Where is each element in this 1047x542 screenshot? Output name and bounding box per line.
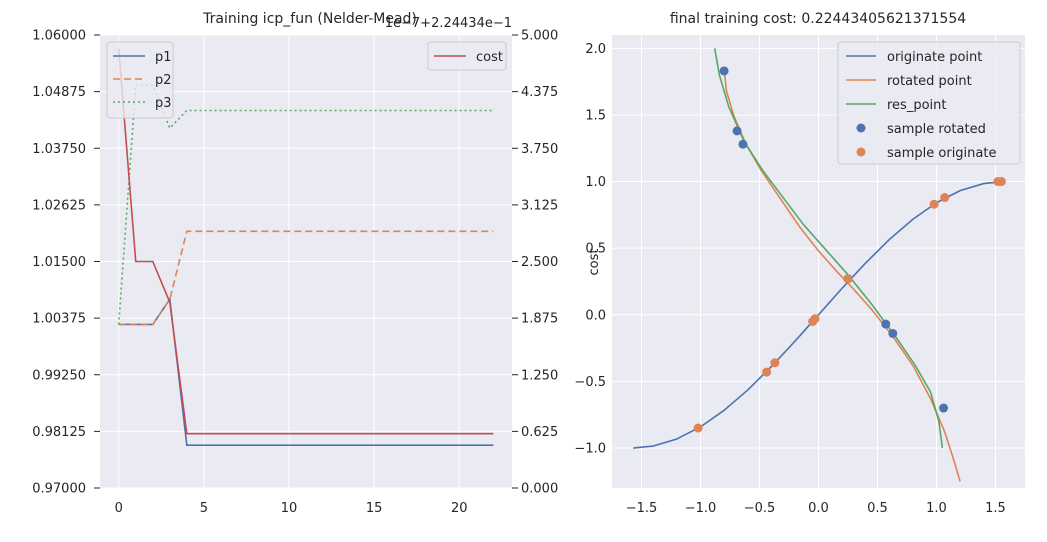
series-line-p3 xyxy=(117,84,494,325)
right-y-tick-labels: −1.0 −0.5 0.0 0.5 1.0 1.5 2.0 xyxy=(574,42,606,457)
right-x-tick-label: 1.5 xyxy=(985,501,1006,516)
left-y-tick-label: 1.02625 xyxy=(32,198,86,213)
right-y-tick-label: 0.5 xyxy=(585,242,606,257)
legend-swatch-sample-originate xyxy=(856,147,866,157)
right-legend-box xyxy=(837,41,1021,165)
right-series xyxy=(633,48,1006,482)
left-y-tick-label: 1.06000 xyxy=(32,29,86,44)
left-y-tick-label: 1.00375 xyxy=(32,312,86,327)
left-y2-tick-label: 0.000 xyxy=(521,482,558,497)
left-y-tick-label: 1.03750 xyxy=(32,142,86,157)
series-line-res-point xyxy=(713,48,944,449)
left-x-tick-label: 20 xyxy=(451,501,468,516)
left-y-tick-label: 1.04875 xyxy=(32,85,86,100)
scatter-point-sample-rotated xyxy=(881,319,891,329)
series-line-cost xyxy=(117,48,494,435)
left-y2-tick-label: 2.500 xyxy=(521,255,558,270)
legend-swatch-sample-rotated xyxy=(856,123,866,133)
legend-label-p2: p2 xyxy=(155,73,172,88)
left-y2-tick-label: 1.250 xyxy=(521,368,558,383)
right-y-tick-label: −1.0 xyxy=(574,442,606,457)
scatter-point-sample-originate xyxy=(762,367,772,377)
scatter-point-sample-rotated xyxy=(738,139,748,149)
legend-label-sample-originate: sample originate xyxy=(887,146,996,161)
left-y-tick-label: 0.99250 xyxy=(32,368,86,383)
legend-label-p3: p3 xyxy=(155,96,172,111)
left-y2-tick-label: 3.125 xyxy=(521,198,558,213)
left-y-tick-labels: 0.97000 0.98125 0.99250 1.00375 1.01500 1.026… xyxy=(32,29,100,497)
left-x-tick-label: 15 xyxy=(366,501,383,516)
left-offset-text: 1e−7+2.24434e−1 xyxy=(385,16,512,31)
left-x-tick-label: 0 xyxy=(115,501,123,516)
left-y2-tick-label: 4.375 xyxy=(521,85,558,100)
right-x-tick-label: −1.5 xyxy=(626,501,658,516)
right-chart: −1.0 −0.5 0.0 0.5 1.0 1.5 2.0 −1.5 −1.0 −0.5 0.0 0… xyxy=(574,11,1025,516)
right-y-tick-label: 2.0 xyxy=(585,42,606,57)
scatter-point-sample-originate xyxy=(693,423,703,433)
scatter-point-sample-originate xyxy=(843,274,853,284)
scatter-point-sample-originate xyxy=(770,358,780,368)
right-x-tick-labels: −1.5 −1.0 −0.5 0.0 0.5 1.0 1.5 xyxy=(626,501,1006,516)
left-cost-legend-box xyxy=(427,41,507,71)
scatter-point-sample-rotated xyxy=(939,403,949,413)
scatter-point-sample-rotated xyxy=(732,126,742,136)
right-y-tick-label: −0.5 xyxy=(574,375,606,390)
series-line-p2 xyxy=(118,230,494,326)
right-y-tick-label: 0.0 xyxy=(585,308,606,323)
scatter-point-sample-originate xyxy=(996,177,1006,187)
scatter-point-sample-rotated xyxy=(888,328,898,338)
legend-label-rotated-point: rotated point xyxy=(887,74,972,89)
scatter-point-sample-originate xyxy=(810,314,820,324)
right-x-tick-label: −0.5 xyxy=(744,501,776,516)
left-y-tick-label: 0.97000 xyxy=(32,482,86,497)
left-y2-axis-label: cost xyxy=(587,249,602,276)
left-chart: 0.97000 0.98125 0.99250 1.00375 1.01500 1.026… xyxy=(32,11,602,516)
left-y2-tick-labels: 0.000 0.625 1.250 1.875 2.500 3.125 3.750 4.375… xyxy=(512,29,558,497)
series-line-p1 xyxy=(118,297,494,447)
left-y2-tick-label: 5.000 xyxy=(521,29,558,44)
left-y2-tick-label: 1.875 xyxy=(521,312,558,327)
scatter-point-sample-originate xyxy=(940,193,950,203)
left-y2-tick-label: 3.750 xyxy=(521,142,558,157)
left-y2-tick-label: 0.625 xyxy=(521,425,558,440)
right-legend: originate point rotated point res_pointsam… xyxy=(837,41,1021,165)
scatter-point-sample-rotated xyxy=(719,66,729,76)
right-x-tick-label: 0.0 xyxy=(808,501,829,516)
left-chart-title: Training icp_fun (Nelder-Mead) xyxy=(202,11,417,27)
legend-label-res-point: res_point xyxy=(887,98,946,113)
legend-label-cost: cost xyxy=(476,50,503,65)
right-x-tick-label: 0.5 xyxy=(867,501,888,516)
right-y-tick-label: 1.0 xyxy=(585,175,606,190)
left-x-tick-label: 10 xyxy=(281,501,298,516)
right-chart-title: final training cost: 0.22443405621371554 xyxy=(670,11,966,27)
left-legend: p1 p2 p3 xyxy=(106,41,174,119)
left-y-tick-label: 1.01500 xyxy=(32,255,86,270)
left-series-lines xyxy=(117,48,494,447)
left-y-tick-label: 0.98125 xyxy=(32,425,86,440)
left-cost-legend: cost xyxy=(427,41,507,71)
legend-label-sample-rotated: sample rotated xyxy=(887,122,986,137)
left-x-tick-label: 5 xyxy=(200,501,208,516)
legend-label-p1: p1 xyxy=(155,50,172,65)
left-x-tick-labels: 0 5 10 15 20 xyxy=(115,501,468,516)
right-x-tick-label: −1.0 xyxy=(685,501,717,516)
right-y-tick-label: 1.5 xyxy=(585,108,606,123)
left-legend-box xyxy=(106,41,174,119)
right-x-tick-label: 1.0 xyxy=(926,501,947,516)
scatter-point-sample-originate xyxy=(929,199,939,209)
legend-label-originate-point: originate point xyxy=(887,50,982,65)
